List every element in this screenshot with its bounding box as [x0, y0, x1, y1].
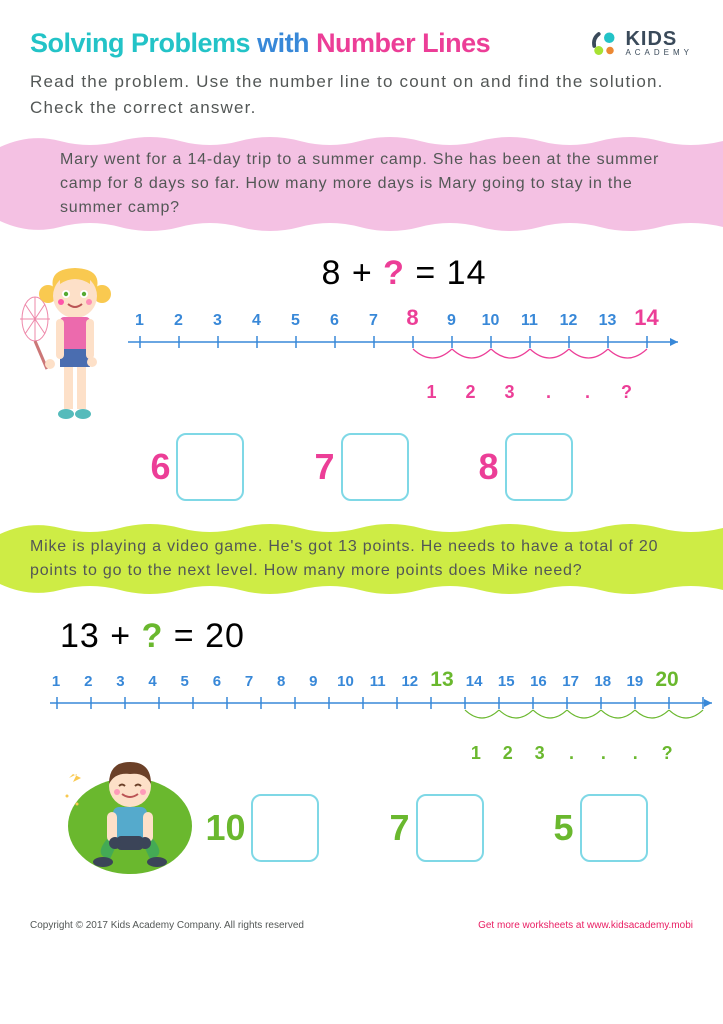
- answer-checkbox[interactable]: [416, 794, 484, 862]
- instructions: Read the problem. Use the number line to…: [30, 69, 693, 120]
- eq-left: 8 +: [321, 254, 383, 292]
- title-part2: Number Lines: [316, 28, 490, 58]
- answer-value: 7: [314, 446, 334, 488]
- header: Solving Problems with Number Lines KIDS …: [30, 28, 693, 59]
- problem1-section: 8 + ? = 14 1234567891011121314 123..? 6 …: [30, 254, 693, 501]
- copyright: Copyright © 2017 Kids Academy Company. A…: [30, 920, 304, 931]
- problem2-text: Mike is playing a video game. He's got 1…: [30, 538, 658, 579]
- logo-academy: ACADEMY: [625, 49, 693, 57]
- problem2-equation: 13 + ? = 20: [30, 617, 693, 656]
- answer-option[interactable]: 7: [389, 794, 483, 862]
- footer: Copyright © 2017 Kids Academy Company. A…: [0, 912, 723, 943]
- eq-right: = 14: [405, 254, 487, 292]
- problem2-banner: Mike is playing a video game. He's got 1…: [0, 521, 723, 597]
- logo-kids: KIDS: [625, 29, 693, 49]
- problem1-answers: 6 7 8: [30, 433, 693, 501]
- girl-illustration: [20, 264, 115, 429]
- answer-checkbox[interactable]: [341, 433, 409, 501]
- answer-checkbox[interactable]: [505, 433, 573, 501]
- problem1-equation: 8 + ? = 14: [115, 254, 693, 293]
- worksheet-page: Solving Problems with Number Lines KIDS …: [0, 0, 723, 912]
- answer-option[interactable]: 7: [314, 433, 408, 501]
- page-title: Solving Problems with Number Lines: [30, 28, 490, 59]
- arcs-svg: [40, 706, 720, 732]
- boy-illustration: [55, 744, 195, 874]
- answer-checkbox[interactable]: [176, 433, 244, 501]
- eq-right: = 20: [163, 617, 245, 655]
- eq-left: 13 +: [60, 617, 142, 655]
- title-part1: Solving Problems: [30, 28, 250, 58]
- eq-question-mark: ?: [383, 254, 405, 292]
- answer-value: 5: [554, 807, 574, 849]
- problem1-text: Mary went for a 14-day trip to a summer …: [60, 151, 659, 216]
- answer-option[interactable]: 10: [205, 794, 319, 862]
- answer-option[interactable]: 6: [150, 433, 244, 501]
- answer-value: 6: [150, 446, 170, 488]
- answer-value: 7: [389, 807, 409, 849]
- arcs-svg: [120, 345, 690, 371]
- logo-icon: [589, 28, 619, 58]
- logo: KIDS ACADEMY: [589, 28, 693, 58]
- problem2-answers: 10 7 5: [160, 794, 693, 862]
- answer-value: 8: [479, 446, 499, 488]
- problem1-banner: Mary went for a 14-day trip to a summer …: [0, 134, 723, 234]
- problem2-section: 13 + ? = 20 1234567891011121314151617181…: [30, 617, 693, 892]
- answer-option[interactable]: 8: [479, 433, 573, 501]
- answer-option[interactable]: 5: [554, 794, 648, 862]
- answer-checkbox[interactable]: [251, 794, 319, 862]
- answer-value: 10: [205, 807, 245, 849]
- more-info-link: Get more worksheets at www.kidsacademy.m…: [478, 920, 693, 931]
- answer-checkbox[interactable]: [580, 794, 648, 862]
- problem1-numberline: 1234567891011121314 123..?: [120, 305, 693, 403]
- eq-question-mark: ?: [142, 617, 164, 655]
- title-joiner: with: [250, 28, 316, 58]
